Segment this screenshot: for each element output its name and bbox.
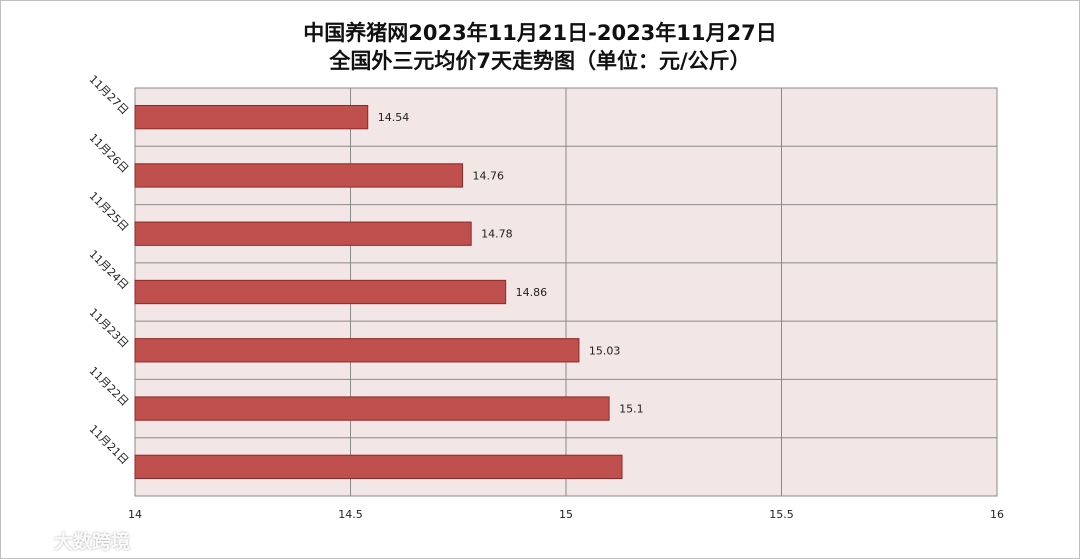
- data-label: 14.78: [481, 228, 513, 241]
- chart-title: 中国养猪网2023年11月21日-2023年11月27日 全国外三元均价7天走势…: [303, 21, 777, 73]
- bars: [134, 104, 623, 480]
- x-tick-label: 16: [990, 508, 1004, 521]
- watermark: 大数跨境: [8, 526, 130, 554]
- data-label: 14.76: [473, 169, 505, 182]
- watermark-logo-icon: [8, 531, 50, 549]
- y-tick-label: 11月23日: [87, 306, 132, 351]
- chart-title-line-2: 全国外三元均价7天走势图（单位：元/公斤）: [328, 49, 750, 73]
- data-labels: 14.54 14.76 14.78 14.86 15.03 15.1: [378, 111, 644, 415]
- x-tick-label: 14.5: [338, 508, 363, 521]
- chart-title-line-1: 中国养猪网2023年11月21日-2023年11月27日: [303, 21, 777, 45]
- bar: [134, 163, 464, 188]
- x-tick-label: 15.5: [769, 508, 794, 521]
- y-axis-ticks: 11月27日 11月26日 11月25日 11月24日 11月23日 11月22日 11月2…: [87, 73, 132, 467]
- y-tick-label: 11月25日: [87, 189, 132, 234]
- bar: [134, 338, 580, 363]
- x-tick-label: 14: [128, 508, 142, 521]
- y-tick-label: 11月27日: [87, 73, 132, 118]
- bar: [134, 221, 472, 246]
- bar: [134, 104, 369, 130]
- bar: [134, 279, 507, 305]
- data-label: 14.54: [378, 111, 410, 124]
- x-axis-ticks: 14 14.5 15 15.5 16: [128, 508, 1004, 521]
- x-tick-label: 15: [559, 508, 573, 521]
- data-label: 15.03: [589, 344, 621, 357]
- data-label: 14.86: [516, 286, 548, 299]
- y-tick-label: 11月22日: [87, 364, 132, 409]
- y-tick-label: 11月24日: [87, 248, 132, 293]
- y-tick-label: 11月21日: [87, 422, 132, 467]
- y-tick-label: 11月26日: [87, 131, 132, 176]
- watermark-text: 大数跨境: [54, 530, 131, 553]
- data-label: 15.1: [619, 403, 644, 416]
- bar: [134, 396, 610, 421]
- bar: [134, 454, 623, 480]
